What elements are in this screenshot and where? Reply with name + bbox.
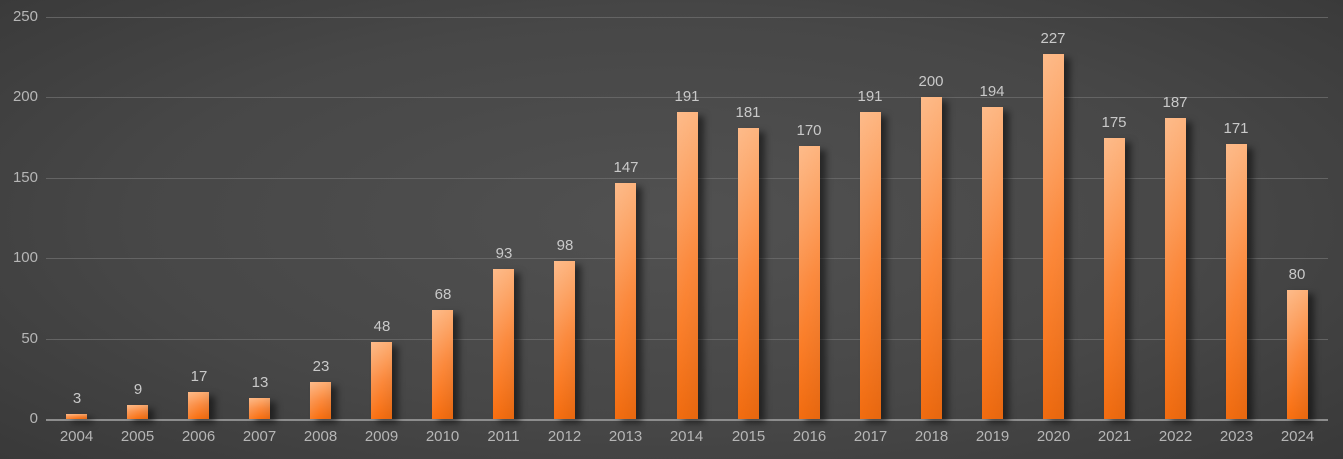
bar-value-label-2007: 13 bbox=[251, 374, 269, 391]
x-axis-label-2016: 2016 bbox=[792, 428, 827, 445]
x-axis-label-2009: 2009 bbox=[364, 428, 399, 445]
y-axis-tick-label: 150 bbox=[12, 169, 38, 186]
x-axis-label-2013: 2013 bbox=[608, 428, 643, 445]
bar-value-label-2024: 80 bbox=[1288, 266, 1306, 283]
bar-value-label-2008: 23 bbox=[312, 358, 330, 375]
bar-2018 bbox=[921, 97, 942, 419]
bar-2012 bbox=[554, 261, 575, 419]
y-axis-tick-label: 100 bbox=[12, 249, 38, 266]
bar-2024 bbox=[1287, 290, 1308, 419]
bar-2023 bbox=[1226, 144, 1247, 419]
bar-2016 bbox=[799, 146, 820, 419]
y-axis-tick-label: 0 bbox=[29, 410, 38, 427]
bar-value-label-2022: 187 bbox=[1162, 94, 1188, 111]
bar-value-label-2009: 48 bbox=[373, 318, 391, 335]
bar-value-label-2021: 175 bbox=[1101, 114, 1127, 131]
bar-value-label-2011: 93 bbox=[495, 245, 513, 262]
x-axis-label-2020: 2020 bbox=[1036, 428, 1071, 445]
bar-value-label-2006: 17 bbox=[190, 368, 208, 385]
bar-2005 bbox=[127, 405, 148, 419]
bar-2020 bbox=[1043, 54, 1064, 419]
x-axis-label-2012: 2012 bbox=[547, 428, 582, 445]
bar-2021 bbox=[1104, 138, 1125, 419]
bar-value-label-2018: 200 bbox=[918, 73, 944, 90]
bar-value-label-2013: 147 bbox=[613, 159, 639, 176]
x-axis-label-2008: 2008 bbox=[303, 428, 338, 445]
bar-value-label-2004: 3 bbox=[72, 390, 82, 407]
bar-value-label-2023: 171 bbox=[1223, 120, 1249, 137]
x-axis-label-2011: 2011 bbox=[487, 428, 520, 445]
bar-value-label-2012: 98 bbox=[556, 237, 574, 254]
bar-value-label-2019: 194 bbox=[979, 83, 1005, 100]
y-axis-tick-label: 250 bbox=[12, 8, 38, 25]
bar-2006 bbox=[188, 392, 209, 419]
bar-2010 bbox=[432, 310, 453, 419]
x-axis-label-2019: 2019 bbox=[975, 428, 1010, 445]
bar-value-label-2010: 68 bbox=[434, 286, 452, 303]
bar-2022 bbox=[1165, 118, 1186, 419]
bar-2017 bbox=[860, 112, 881, 419]
x-axis-label-2014: 2014 bbox=[669, 428, 704, 445]
bar-2008 bbox=[310, 382, 331, 419]
gridline-250 bbox=[46, 17, 1328, 18]
x-axis-baseline bbox=[46, 419, 1328, 421]
gridline-200 bbox=[46, 97, 1328, 98]
x-axis-label-2005: 2005 bbox=[120, 428, 155, 445]
bar-value-label-2016: 170 bbox=[796, 122, 822, 139]
bar-2007 bbox=[249, 398, 270, 419]
x-axis-label-2007: 2007 bbox=[242, 428, 277, 445]
bar-2019 bbox=[982, 107, 1003, 419]
x-axis-label-2022: 2022 bbox=[1158, 428, 1193, 445]
x-axis-label-2010: 2010 bbox=[425, 428, 460, 445]
bar-2011 bbox=[493, 269, 514, 419]
y-axis-tick-label: 50 bbox=[21, 330, 38, 347]
bar-2015 bbox=[738, 128, 759, 419]
bar-value-label-2015: 181 bbox=[735, 104, 761, 121]
x-axis-label-2024: 2024 bbox=[1280, 428, 1315, 445]
bar-2014 bbox=[677, 112, 698, 419]
x-axis-label-2018: 2018 bbox=[914, 428, 949, 445]
x-axis-label-2015: 2015 bbox=[731, 428, 766, 445]
x-axis-label-2021: 2021 bbox=[1097, 428, 1132, 445]
x-axis-label-2023: 2023 bbox=[1219, 428, 1254, 445]
bar-2004 bbox=[66, 414, 87, 419]
bar-2009 bbox=[371, 342, 392, 419]
bar-value-label-2014: 191 bbox=[674, 88, 700, 105]
bar-value-label-2017: 191 bbox=[857, 88, 883, 105]
bar-value-label-2020: 227 bbox=[1040, 30, 1066, 47]
bar-2013 bbox=[615, 183, 636, 419]
bar-value-label-2005: 9 bbox=[133, 381, 143, 398]
x-axis-label-2004: 2004 bbox=[59, 428, 94, 445]
y-axis-tick-label: 200 bbox=[12, 88, 38, 105]
x-axis-label-2017: 2017 bbox=[853, 428, 888, 445]
x-axis-label-2006: 2006 bbox=[181, 428, 216, 445]
